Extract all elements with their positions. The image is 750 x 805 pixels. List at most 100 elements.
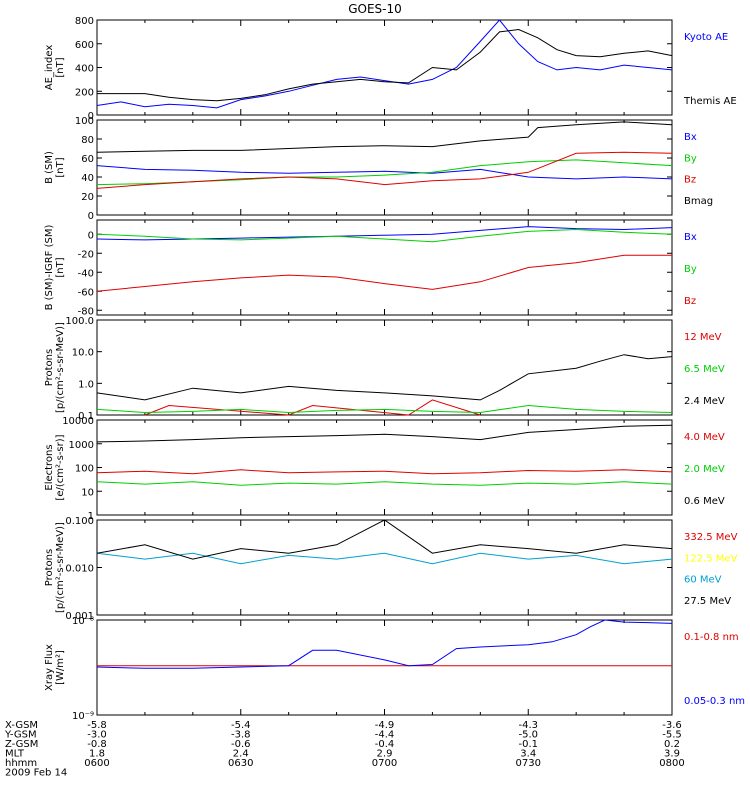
y-axis-label: AE_index xyxy=(44,45,55,91)
y-tick-label: 60 xyxy=(81,154,94,165)
series-line xyxy=(96,424,673,443)
legend-entry: 27.5 MeV xyxy=(684,596,731,607)
y-tick-label: 100 xyxy=(75,464,94,475)
y-axis-label: [p/(cm²-s-sr-MeV)] xyxy=(55,522,66,613)
y-tick-label: 0 xyxy=(88,111,94,122)
y-tick-label: 0.001 xyxy=(65,611,94,622)
y-tick-label: 10⁻⁸ xyxy=(72,616,94,627)
footer-value: -3.8 xyxy=(231,730,251,741)
panel-3: -80 -60 -40 -20 0 B (SM)-IGRF (SM) [nT] Bx By Bz xyxy=(44,219,697,317)
legend-entry: Bmag xyxy=(684,196,713,207)
footer-value: 2.9 xyxy=(377,749,393,760)
series-line xyxy=(96,228,673,243)
panel-4: 0.1 1.0 10.0 100.0 Protons [p/(cm²-s-sr-MeV)]… xyxy=(44,316,725,422)
series-line xyxy=(96,354,673,401)
legend-entry: Bx xyxy=(684,232,697,243)
y-tick-label: 0.010 xyxy=(65,564,94,575)
legend-entry: 122.5 MeV xyxy=(684,553,738,564)
legend-entry: Bz xyxy=(684,175,696,186)
footer-value: -4.9 xyxy=(375,720,395,731)
legend-entry: Themis AE xyxy=(683,96,737,107)
series-line xyxy=(96,552,673,565)
y-tick-label: -40 xyxy=(78,268,94,279)
legend-entry: 2.4 MeV xyxy=(684,396,725,407)
series-line xyxy=(96,226,673,241)
series-line xyxy=(96,519,673,560)
panel-frame xyxy=(96,119,673,216)
y-tick-label: 100.0 xyxy=(65,316,94,327)
y-tick-label: -80 xyxy=(78,306,94,317)
footer-value: -0.8 xyxy=(87,739,107,750)
y-axis-label: Protons xyxy=(44,349,55,386)
y-tick-label: 100 xyxy=(75,116,94,127)
footer-label: X-GSM xyxy=(5,720,38,731)
footer-value: -5.4 xyxy=(231,720,251,731)
footer-value: -0.1 xyxy=(518,739,538,750)
footer-value: -5.0 xyxy=(518,730,538,741)
footer-value: -4.3 xyxy=(518,720,538,731)
series-line xyxy=(96,159,673,186)
footer-value: -3.6 xyxy=(662,720,682,731)
panel-frame xyxy=(96,219,673,316)
panel-frame xyxy=(96,19,673,116)
y-axis-label: B (SM) xyxy=(44,151,55,184)
legend-entry: Kyoto AE xyxy=(684,32,728,43)
series-line xyxy=(96,404,673,414)
y-tick-label: 0 xyxy=(88,230,94,241)
footer-value: 0730 xyxy=(516,758,541,769)
y-axis-label: [nT] xyxy=(55,157,66,177)
series-line xyxy=(96,254,672,292)
legend-entry: By xyxy=(684,153,697,164)
y-tick-label: 10⁻⁹ xyxy=(72,711,94,722)
series-line xyxy=(96,165,673,180)
legend-entry: Bz xyxy=(684,296,696,307)
series-line xyxy=(96,469,673,475)
y-axis-label: Xray Flux xyxy=(44,644,55,691)
y-tick-label: 1.0 xyxy=(78,379,94,390)
panel-7: 10⁻⁹ 10⁻⁸ Xray Flux [W/m²] 0.1-0.8 nm 0.05-0.… xyxy=(44,616,745,722)
y-tick-label: 600 xyxy=(75,40,94,51)
y-axis-label: [e/(cm²-s-sr)] xyxy=(55,434,66,500)
panel-frame xyxy=(96,319,673,416)
y-tick-label: 1 xyxy=(88,511,94,522)
footer-value: 0.2 xyxy=(664,739,680,750)
legend-entry: 6.5 MeV xyxy=(684,364,725,375)
footer-label: MLT xyxy=(5,749,25,760)
y-axis-label: B (SM)-IGRF (SM) xyxy=(44,225,55,311)
footer-value: 0800 xyxy=(659,758,684,769)
y-tick-label: 20 xyxy=(81,192,94,203)
y-tick-label: 1000 xyxy=(69,440,94,451)
y-tick-label: -60 xyxy=(78,287,94,298)
series-line xyxy=(96,19,673,109)
y-axis-label: [W/m²] xyxy=(55,650,66,685)
y-axis-label: Protons xyxy=(44,549,55,586)
footer-value: -5.5 xyxy=(662,730,682,741)
footer-label: Z-GSM xyxy=(5,739,38,750)
y-tick-label: 200 xyxy=(75,87,94,98)
panel-frame xyxy=(96,619,673,716)
panel-6: 0.001 0.010 0.100 Protons [p/(cm²-s-sr-MeV)]… xyxy=(44,516,738,622)
y-tick-label: 10.0 xyxy=(72,348,94,359)
y-tick-label: 800 xyxy=(75,16,94,27)
legend-entry: 60 MeV xyxy=(684,575,722,586)
legend-entry: 0.1-0.8 nm xyxy=(684,632,739,643)
panel-5: 1 10 100 1000 10000 Electrons [e/(cm²-s-sr)] 4.… xyxy=(44,416,725,522)
y-tick-label: -20 xyxy=(78,249,94,260)
legend-entry: 332.5 MeV xyxy=(684,532,738,543)
footer-value: 3.9 xyxy=(664,749,680,760)
footer-value: -0.6 xyxy=(231,739,251,750)
footer-value: 1.8 xyxy=(89,749,105,760)
y-tick-label: 10000 xyxy=(62,416,94,427)
footer-value: -3.0 xyxy=(87,730,107,741)
footer-value: 0630 xyxy=(228,758,253,769)
footer-value: -5.8 xyxy=(87,720,107,731)
footer-value: 3.4 xyxy=(520,749,536,760)
y-tick-label: 10 xyxy=(81,487,94,498)
legend-entry: 0.6 MeV xyxy=(684,496,725,507)
y-tick-label: 0.1 xyxy=(78,411,94,422)
y-tick-label: 0 xyxy=(88,211,94,222)
series-line xyxy=(96,151,673,189)
footer-value: -4.4 xyxy=(375,730,395,741)
